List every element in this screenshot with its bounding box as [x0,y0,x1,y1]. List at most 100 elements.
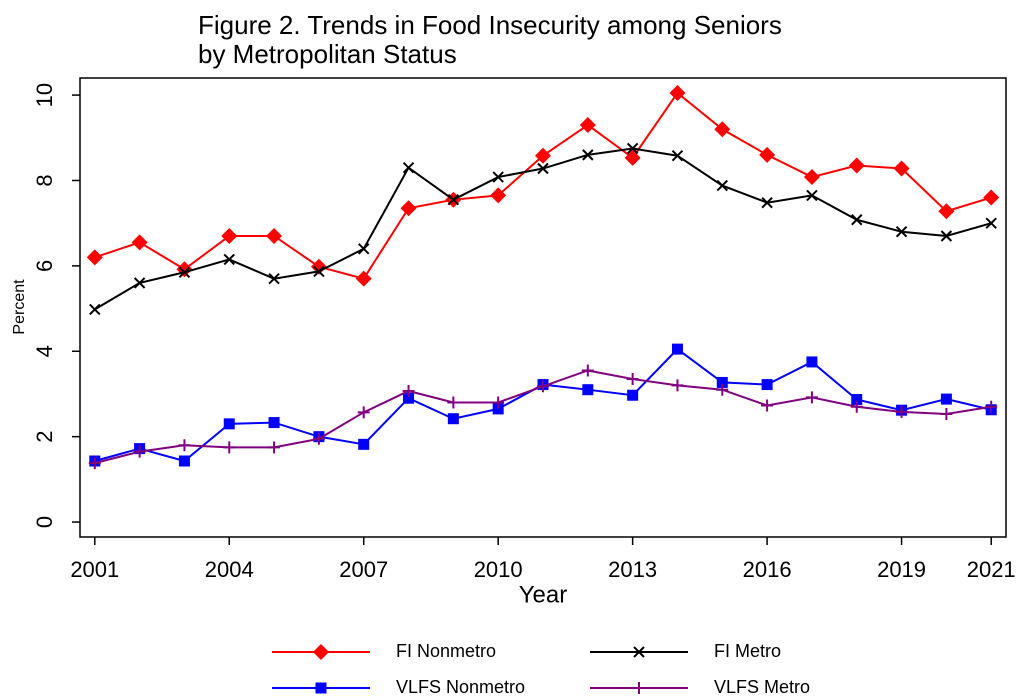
legend-item: VLFS Nonmetro [272,677,525,697]
y-tick-label: 8 [32,174,57,186]
marker [895,405,908,418]
marker [582,384,594,396]
marker [627,389,639,401]
marker [355,270,372,287]
plot-frame [79,77,1007,538]
x-tick-label: 2007 [339,557,388,582]
marker [358,438,370,450]
marker [579,116,596,133]
marker [447,413,459,425]
legend-marker [315,682,327,694]
marker [761,196,773,209]
marker [581,364,594,377]
legend-label: VLFS Metro [714,677,810,697]
marker [985,217,997,229]
marker [268,272,280,285]
marker [447,193,460,206]
chart-title: Figure 2. Trends in Food Insecurity amon… [198,10,782,40]
legend-label: FI Nonmetro [396,641,496,661]
marker [131,234,148,251]
marker [805,391,818,404]
marker [357,406,370,419]
marker [400,200,417,217]
marker [806,189,818,202]
marker [490,187,507,204]
marker [761,399,774,412]
marker [582,149,594,161]
marker [223,253,235,266]
marker [447,396,460,409]
legend-item: VLFS Metro [590,677,810,697]
marker [535,147,551,164]
marker [403,392,415,404]
marker [893,160,910,177]
legend-item: FI Metro [590,641,781,661]
marker [89,303,101,316]
y-axis-label: Percent [11,279,28,335]
marker [133,445,146,458]
marker [402,384,415,397]
marker [803,169,820,186]
y-tick-label: 0 [32,516,57,528]
marker [626,373,639,386]
marker [985,400,998,413]
marker [940,393,952,405]
x-tick-label: 2010 [474,557,523,582]
marker [761,379,773,391]
marker [268,417,280,429]
marker [266,227,283,244]
marker [268,441,281,454]
marker [851,394,863,406]
x-tick-label: 2021 [967,557,1016,582]
x-tick-label: 2001 [70,557,119,582]
y-tick-label: 4 [32,345,57,357]
x-tick-label: 2013 [608,557,657,582]
marker [671,379,684,392]
marker [492,403,504,415]
marker [223,441,236,454]
legend-item: FI Nonmetro [272,641,496,661]
legend-marker [633,682,645,694]
marker [402,161,415,174]
x-tick-label: 2016 [743,557,792,582]
marker [313,265,325,278]
marker [714,121,731,138]
marker [671,343,683,355]
marker [537,380,549,393]
marker [895,226,908,238]
marker [851,214,863,226]
marker [716,383,729,396]
marker [850,400,863,413]
marker [178,266,191,278]
x-tick-label: 2019 [877,557,926,582]
marker [938,203,955,220]
marker [358,243,370,255]
marker [133,277,146,289]
marker [221,227,238,244]
legend-marker [633,646,645,658]
y-tick-label: 6 [32,260,57,272]
marker [669,84,686,101]
marker [716,376,728,388]
marker [940,408,953,421]
marker [492,396,505,409]
marker [178,455,190,467]
marker [312,432,325,445]
marker [983,189,1000,206]
chart-title: by Metropolitan Status [198,39,457,69]
legend-marker [313,644,329,660]
marker [759,146,776,163]
y-tick-label: 10 [32,83,57,107]
marker [537,162,549,175]
marker [848,157,865,174]
marker [716,179,728,192]
y-tick-label: 2 [32,431,57,443]
marker [492,171,504,183]
marker [940,230,953,242]
marker [806,356,818,368]
marker [671,150,684,162]
marker [310,258,327,275]
x-tick-label: 2004 [205,557,254,582]
